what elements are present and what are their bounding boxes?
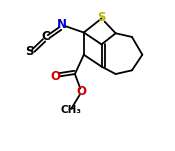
Text: O: O	[51, 71, 61, 84]
Text: S: S	[25, 45, 34, 58]
Text: S: S	[97, 11, 106, 24]
Text: O: O	[77, 85, 87, 98]
Text: C: C	[41, 31, 50, 43]
Text: N: N	[57, 18, 67, 31]
Text: CH₃: CH₃	[61, 105, 82, 115]
